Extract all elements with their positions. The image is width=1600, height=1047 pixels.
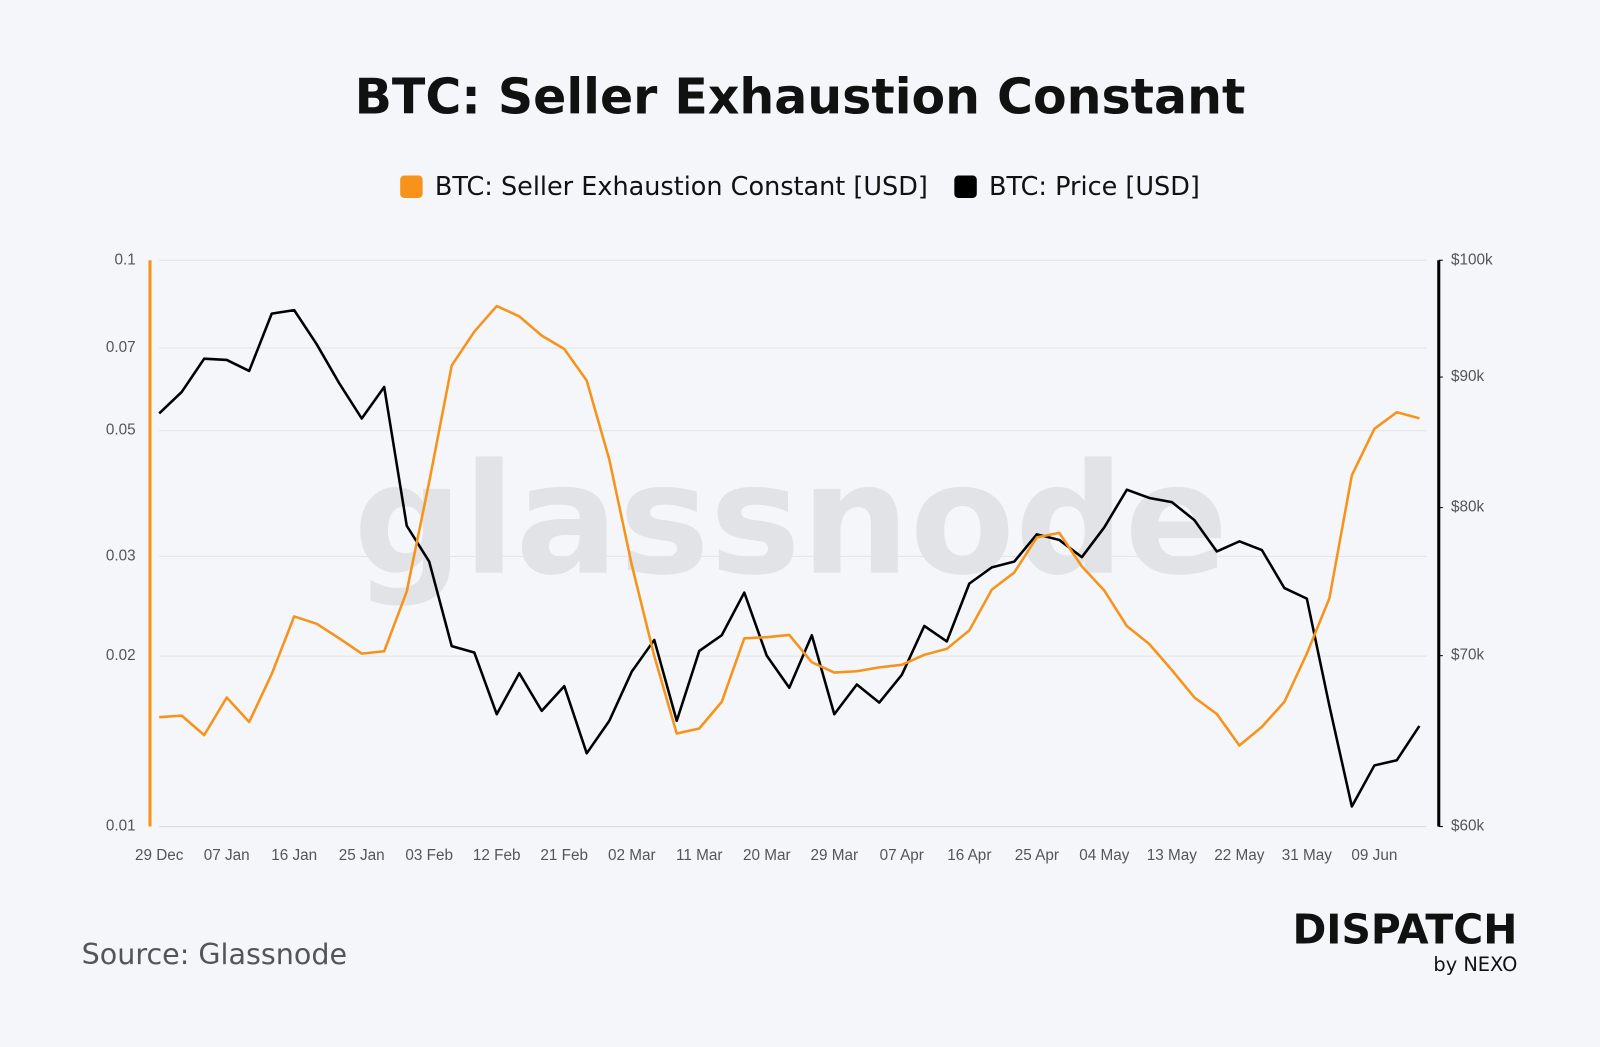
x-tick-label: 11 Mar bbox=[676, 847, 722, 864]
legend-item: BTC: Seller Exhaustion Constant [USD] bbox=[400, 172, 928, 202]
x-tick-label: 20 Mar bbox=[743, 847, 791, 864]
x-tick-label: 12 Feb bbox=[473, 847, 521, 864]
y-tick-label: 0.05 bbox=[106, 422, 136, 439]
x-tick-label: 03 Feb bbox=[405, 847, 453, 864]
x-tick-label: 25 Jan bbox=[339, 847, 385, 864]
x-tick-label: 22 May bbox=[1214, 847, 1265, 864]
y-tick-label: 0.03 bbox=[106, 547, 136, 564]
y2-tick-label: $80k bbox=[1451, 499, 1485, 516]
legend-item: BTC: Price [USD] bbox=[954, 172, 1200, 202]
legend-label: BTC: Price [USD] bbox=[989, 172, 1200, 202]
x-tick-label: 16 Apr bbox=[947, 847, 991, 864]
x-tick-label: 21 Feb bbox=[540, 847, 588, 864]
y2-tick-label: $60k bbox=[1451, 818, 1485, 835]
x-tick-label: 04 May bbox=[1079, 847, 1130, 864]
x-tick-label: 29 Mar bbox=[810, 847, 858, 864]
x-tick-label: 07 Jan bbox=[204, 847, 250, 864]
legend-swatch bbox=[954, 175, 977, 198]
x-tick-label: 09 Jun bbox=[1351, 847, 1397, 864]
y2-tick-label: $90k bbox=[1451, 368, 1485, 385]
x-tick-label: 16 Jan bbox=[271, 847, 317, 864]
y-tick-label: 0.1 bbox=[114, 251, 135, 268]
x-tick-label: 29 Dec bbox=[135, 847, 184, 864]
x-tick-label: 25 Apr bbox=[1015, 847, 1059, 864]
x-tick-label: 31 May bbox=[1282, 847, 1333, 864]
series-line bbox=[159, 304, 1420, 747]
y-tick-label: 0.02 bbox=[106, 647, 136, 664]
x-tick-label: 13 May bbox=[1147, 847, 1198, 864]
y-tick-label: 0.07 bbox=[106, 339, 136, 356]
y2-tick-label: $70k bbox=[1451, 647, 1485, 664]
chart-title: BTC: Seller Exhaustion Constant bbox=[355, 69, 1246, 126]
legend: BTC: Seller Exhaustion Constant [USD] BTC… bbox=[400, 172, 1200, 202]
y2-tick-label: $100k bbox=[1451, 251, 1493, 268]
legend-swatch bbox=[400, 175, 423, 198]
brand-sub: by NEXO bbox=[1433, 953, 1517, 976]
watermark: glassnode bbox=[353, 432, 1228, 610]
legend-label: BTC: Seller Exhaustion Constant [USD] bbox=[435, 172, 928, 202]
y-tick-label: 0.01 bbox=[106, 818, 136, 835]
source: Source: Glassnode bbox=[82, 937, 347, 971]
series-line bbox=[158, 308, 1421, 808]
x-tick-label: 07 Apr bbox=[880, 847, 924, 864]
brand: DISPATCH bbox=[1292, 906, 1517, 954]
x-tick-label: 02 Mar bbox=[608, 847, 656, 864]
